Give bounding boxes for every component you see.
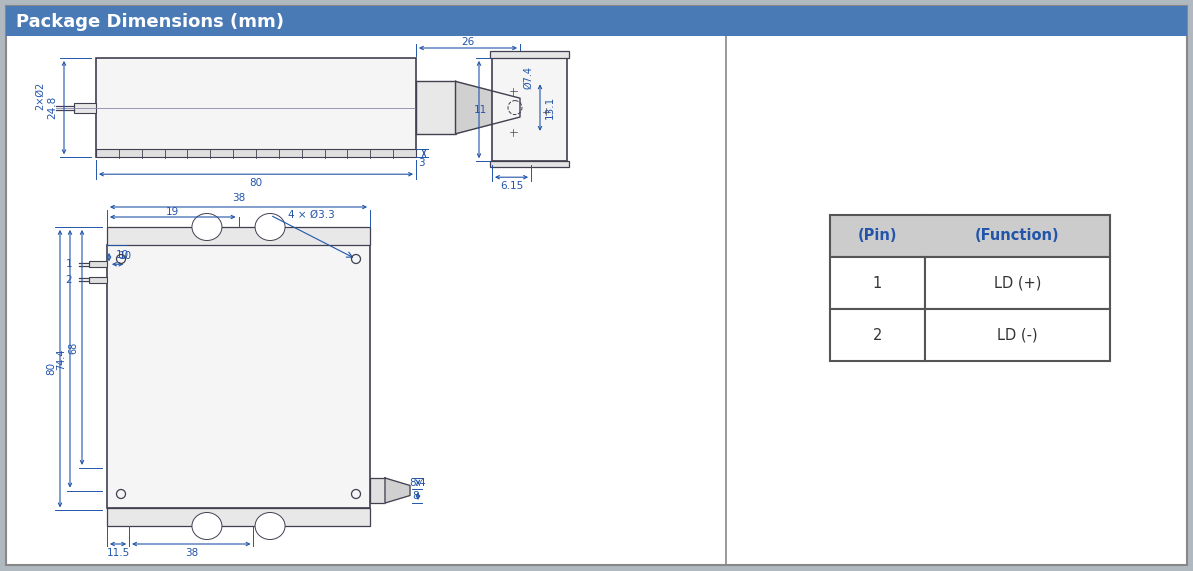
Text: 8.4: 8.4 (409, 478, 426, 488)
Text: 3: 3 (418, 158, 425, 168)
Bar (95, 58, 416, 157)
Text: 80: 80 (47, 362, 56, 375)
Bar (925, 309, 1109, 361)
Text: 2: 2 (873, 328, 882, 343)
Text: 8: 8 (413, 491, 419, 501)
Ellipse shape (192, 214, 222, 240)
Polygon shape (456, 82, 520, 134)
Bar (95, 149, 416, 157)
Bar (490, 161, 569, 167)
Text: 80: 80 (249, 178, 262, 188)
Bar (492, 58, 567, 161)
Text: LD (+): LD (+) (994, 275, 1041, 291)
Bar (925, 257, 1109, 309)
Bar (74, 103, 95, 112)
Text: 1: 1 (873, 275, 882, 291)
Text: 74.4: 74.4 (56, 348, 66, 369)
Text: 38: 38 (185, 548, 198, 558)
Ellipse shape (192, 513, 222, 540)
Text: 26: 26 (462, 37, 475, 47)
Text: 10: 10 (116, 250, 129, 260)
Text: Package Dimensions (mm): Package Dimensions (mm) (16, 13, 284, 31)
Text: 2: 2 (66, 275, 73, 285)
Ellipse shape (255, 214, 285, 240)
Text: 2×Ø2: 2×Ø2 (35, 82, 45, 110)
Text: 10: 10 (118, 251, 131, 262)
Text: 6.15: 6.15 (500, 181, 523, 191)
Bar (107, 245, 370, 508)
Text: 11: 11 (474, 104, 487, 115)
Text: LD (-): LD (-) (997, 328, 1038, 343)
Bar (490, 51, 569, 58)
Text: Ø7.4: Ø7.4 (523, 66, 533, 89)
Polygon shape (385, 478, 410, 503)
Bar (370, 478, 385, 503)
Text: 1: 1 (66, 259, 73, 270)
Text: 4 × Ø3.3: 4 × Ø3.3 (288, 210, 335, 220)
Text: 13.1: 13.1 (545, 96, 555, 119)
Ellipse shape (255, 513, 285, 540)
Text: (Pin): (Pin) (858, 228, 897, 243)
Text: 19: 19 (166, 207, 179, 217)
Text: 38: 38 (231, 193, 245, 203)
Bar (416, 82, 456, 134)
Text: 24.8: 24.8 (47, 96, 57, 119)
Bar (830, 309, 925, 361)
Text: 68: 68 (68, 341, 78, 353)
Bar (107, 508, 370, 526)
Bar (89, 277, 107, 283)
Bar (107, 227, 370, 245)
Text: 11.5: 11.5 (106, 548, 130, 558)
Bar (6, 6, 1187, 36)
Bar (89, 262, 107, 267)
Bar (830, 215, 1109, 257)
Text: (Function): (Function) (975, 228, 1059, 243)
Bar (830, 257, 925, 309)
